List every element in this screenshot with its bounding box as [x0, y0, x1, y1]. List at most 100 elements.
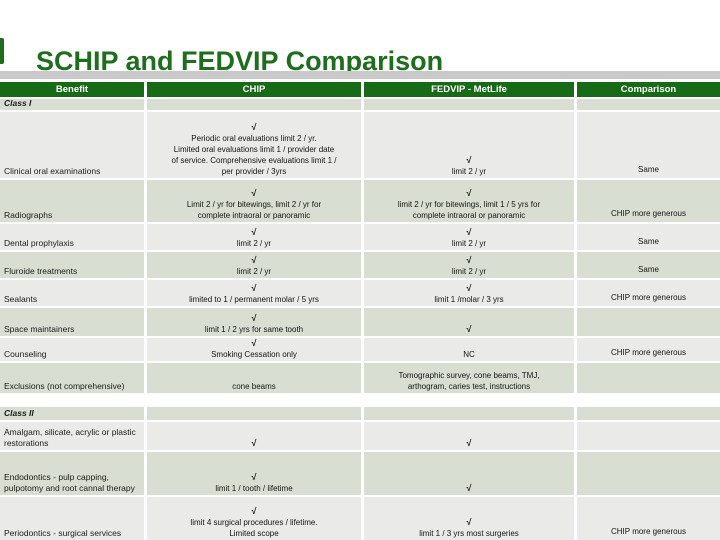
section-row: Class I [0, 97, 720, 110]
benefit-cell: Endodontics - pulp capping, pulpotomy an… [0, 452, 144, 495]
table-header-row: Benefit CHIP FEDVIP - MetLife Comparison [0, 82, 720, 97]
fedvip-cell [364, 407, 574, 420]
benefit-cell: Fluroide treatments [0, 252, 144, 278]
slide-edge-accent-mark [0, 38, 4, 64]
check-icon: √ [466, 324, 472, 334]
check-icon: √ [251, 472, 257, 482]
chip-cell: √ limit 1 / 2 yrs for same tooth [147, 308, 361, 336]
cell-line: limit 1 / 2 yrs for same tooth [204, 325, 304, 334]
comparison-label: Same [638, 165, 659, 174]
benefit-label: Clinical oral examinations [4, 165, 101, 176]
chip-cell: √ limit 4 surgical procedures / lifetime.… [147, 497, 361, 540]
check-icon: √ [251, 506, 257, 516]
comparison-cell: Same [577, 224, 720, 250]
chip-cell: √ limit 1 / tooth / lifetime [147, 452, 361, 495]
comparison-label: Same [638, 265, 659, 274]
title-divider-bar [0, 71, 720, 79]
benefit-label: Counseling [4, 348, 47, 359]
cell-line: NC [463, 350, 475, 359]
comparison-cell [577, 407, 720, 420]
fedvip-cell: √ limit 1 /molar / 3 yrs [364, 280, 574, 306]
chip-cell: √ Smoking Cessation only [147, 338, 361, 361]
table-row: Sealants √ limited to 1 / permanent molar … [0, 280, 720, 306]
cell-line: arthogram, caries test, instructions [407, 382, 531, 391]
benefit-label: Radiographs [4, 209, 53, 220]
cell-line: limit 1 /molar / 3 yrs [434, 295, 504, 304]
benefit-label: Exclusions (not comprehensive) [4, 380, 125, 391]
column-header-benefit: Benefit [0, 82, 144, 97]
benefit-cell: Dental prophylaxis [0, 224, 144, 250]
cell-line: limit 2 / yr [236, 239, 272, 248]
chip-cell: cone beams [147, 363, 361, 393]
comparison-cell [577, 422, 720, 450]
cell-line: limit 4 surgical procedures / lifetime. [190, 518, 318, 527]
cell-line: complete intraoral or panoramic [412, 211, 526, 220]
class-section-label: Class I [4, 97, 32, 108]
fedvip-cell: √ limit 1 / 3 yrs most surgeries [364, 497, 574, 540]
table-row: Fluroide treatments √ limit 2 / yr √ limit 2… [0, 252, 720, 278]
benefit-cell: Class I [0, 97, 144, 110]
benefit-cell: Counseling [0, 338, 144, 361]
check-icon: √ [466, 227, 472, 237]
table-row: Endodontics - pulp capping, pulpotomy an… [0, 452, 720, 495]
table-row: Amalgam, silicate, acrylic or plastic re… [0, 422, 720, 450]
table-row: Clinical oral examinations √ Periodic oral… [0, 112, 720, 178]
check-icon: √ [251, 188, 257, 198]
check-icon: √ [466, 255, 472, 265]
chip-cell: √ limited to 1 / permanent molar / 5 yrs [147, 280, 361, 306]
fedvip-cell: Tomographic survey, cone beams, TMJ, arth… [364, 363, 574, 393]
table-row: Exclusions (not comprehensive) cone beams… [0, 363, 720, 393]
class-section-label: Class II [4, 407, 34, 418]
chip-cell [147, 407, 361, 420]
check-icon: √ [466, 283, 472, 293]
cell-line: Smoking Cessation only [211, 350, 297, 359]
cell-line: limit 1 / 3 yrs most surgeries [419, 529, 519, 538]
benefit-cell: Clinical oral examinations [0, 112, 144, 178]
fedvip-cell: √ limit 2 / yr for bitewings, limit 1 / 5… [364, 180, 574, 222]
check-icon: √ [251, 338, 257, 348]
comparison-cell [577, 99, 720, 110]
table-row: Periodontics - surgical services √ limit 4… [0, 497, 720, 540]
check-icon: √ [466, 483, 472, 493]
fedvip-cell: √ [364, 308, 574, 336]
benefit-cell: Radiographs [0, 180, 144, 222]
cell-line: limit 1 / tooth / lifetime [215, 484, 293, 493]
benefit-label: Periodontics - surgical services [4, 527, 122, 538]
cell-line: cone beams [232, 382, 276, 391]
check-icon: √ [251, 255, 257, 265]
cell-line: Limit 2 / yr for bitewings, limit 2 / yr… [186, 200, 322, 209]
benefit-label: Fluroide treatments [4, 265, 78, 276]
fedvip-cell: √ [364, 452, 574, 495]
column-header-chip: CHIP [147, 82, 361, 97]
check-icon: √ [466, 188, 472, 198]
benefit-cell: Class II [0, 407, 144, 420]
fedvip-cell: √ limit 2 / yr [364, 252, 574, 278]
fedvip-cell: √ limit 2 / yr [364, 224, 574, 250]
check-icon: √ [251, 227, 257, 237]
cell-line: limit 2 / yr [451, 267, 487, 276]
comparison-cell [577, 363, 720, 393]
cell-line: limit 2 / yr [236, 267, 272, 276]
comparison-cell: CHIP more generous [577, 338, 720, 361]
benefit-label: Endodontics - pulp capping, pulpotomy an… [4, 472, 135, 493]
cell-line: Limited oral evaluations limit 1 / provi… [173, 145, 335, 154]
benefit-cell: Space maintainers [0, 308, 144, 336]
chip-cell: √ Periodic oral evaluations limit 2 / yr.… [147, 112, 361, 178]
comparison-cell: CHIP more generous [577, 497, 720, 540]
benefit-cell: Amalgam, silicate, acrylic or plastic re… [0, 422, 144, 450]
fedvip-cell: √ limit 2 / yr [364, 112, 574, 178]
comparison-label: CHIP more generous [611, 209, 686, 218]
table-row: Counseling √ Smoking Cessation only NC CHIP … [0, 338, 720, 361]
benefit-cell: Sealants [0, 280, 144, 306]
column-header-fedvip: FEDVIP - MetLife [364, 82, 574, 97]
chip-cell: √ [147, 422, 361, 450]
benefit-label: Space maintainers [4, 323, 75, 334]
cell-line: of service. Comprehensive evaluations li… [171, 156, 337, 165]
comparison-cell [577, 308, 720, 336]
chip-cell: √ limit 2 / yr [147, 252, 361, 278]
column-header-comparison: Comparison [577, 82, 720, 97]
cell-line: Limited scope [229, 529, 279, 538]
check-icon: √ [251, 122, 257, 132]
cell-line: limited to 1 / permanent molar / 5 yrs [189, 295, 319, 304]
